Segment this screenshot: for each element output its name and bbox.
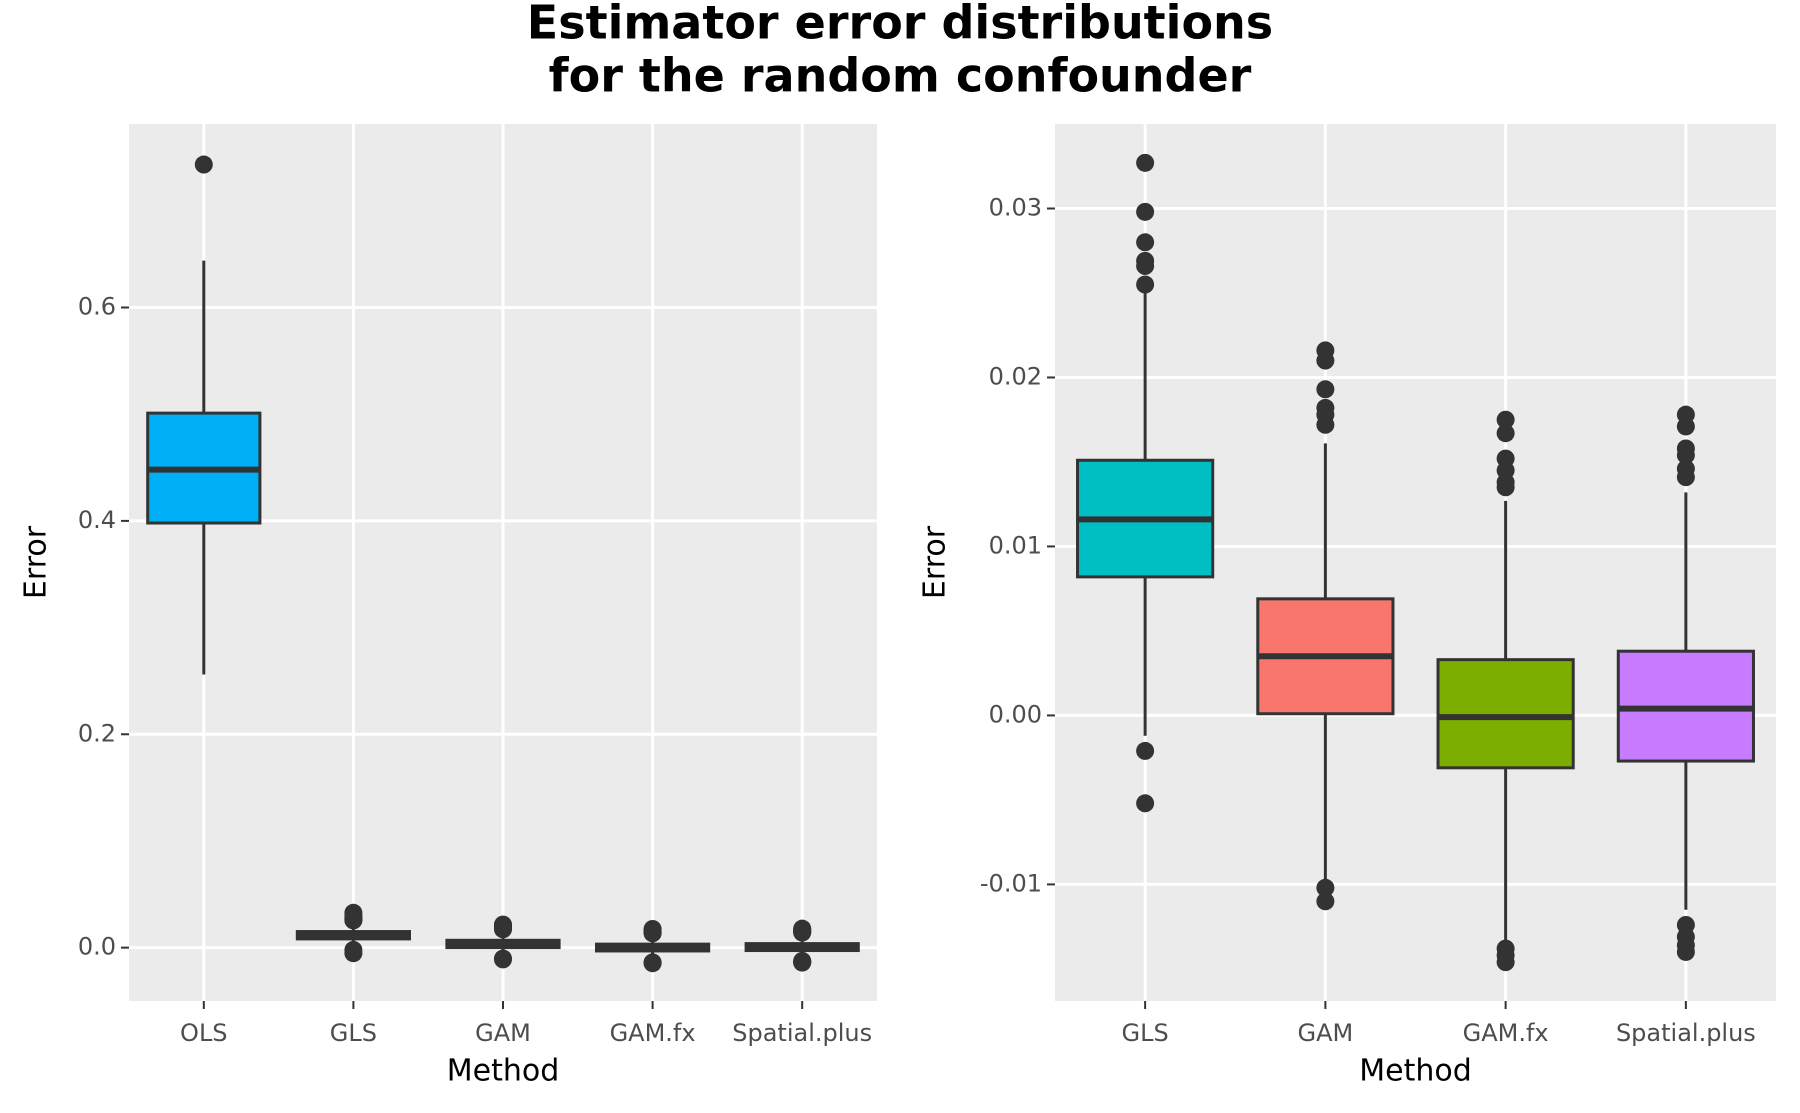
outlier [793, 923, 812, 942]
outlier [1136, 233, 1155, 252]
title-line: Estimator error distributions [527, 0, 1273, 50]
outlier [494, 950, 512, 969]
y-tick-label: 0.6 [78, 293, 116, 321]
outlier [1136, 794, 1155, 813]
outlier [1316, 878, 1335, 897]
outlier [1136, 275, 1155, 294]
outlier [344, 911, 363, 930]
y-tick-label: -0.01 [980, 869, 1042, 897]
outlier [1496, 953, 1515, 972]
y-tick-label: 0.03 [989, 193, 1042, 221]
x-axis-title: Method [447, 1054, 560, 1089]
x-tick-label: GAM [1298, 1019, 1354, 1047]
y-tick-label: 0.0 [78, 933, 116, 961]
x-tick-label: GAM.fx [610, 1019, 696, 1047]
outlier [1136, 202, 1155, 221]
x-axis-title: Method [1359, 1054, 1472, 1089]
x-tick-label: Spatial.plus [732, 1019, 872, 1047]
outlier [1316, 892, 1335, 911]
y-tick-label: 0.00 [989, 700, 1042, 728]
x-tick-label: OLS [180, 1019, 228, 1047]
outlier [1676, 446, 1695, 465]
outlier [1496, 478, 1515, 497]
x-tick-label: GAM.fx [1463, 1019, 1549, 1047]
box [1436, 658, 1575, 770]
outlier [1496, 424, 1515, 443]
y-tick-label: 0.2 [78, 719, 116, 747]
y-tick-label: 0.4 [78, 506, 116, 534]
outlier [1676, 468, 1695, 487]
outlier [1316, 415, 1335, 434]
outlier [643, 924, 662, 943]
outlier [1316, 351, 1335, 370]
outlier [494, 920, 512, 939]
y-tick-label: 0.02 [989, 362, 1042, 390]
outlier [1676, 417, 1695, 436]
x-tick-label: GAM [475, 1019, 531, 1047]
y-axis-title: Error [19, 525, 54, 599]
outlier [1136, 153, 1155, 172]
outlier [1316, 380, 1335, 399]
outlier [643, 954, 662, 973]
x-tick-label: Spatial.plus [1616, 1019, 1756, 1047]
outlier [1136, 741, 1155, 760]
outlier [1676, 942, 1695, 961]
y-tick-label: 0.01 [989, 531, 1042, 559]
outlier [194, 155, 213, 174]
x-tick-label: GLS [1122, 1019, 1169, 1047]
x-tick-label: GLS [330, 1019, 377, 1047]
title-line: for the random confounder [549, 49, 1252, 103]
outlier [344, 944, 363, 963]
outlier [1496, 410, 1515, 429]
outlier [793, 953, 812, 972]
outlier [1136, 256, 1155, 275]
y-axis-title: Error [918, 525, 953, 599]
